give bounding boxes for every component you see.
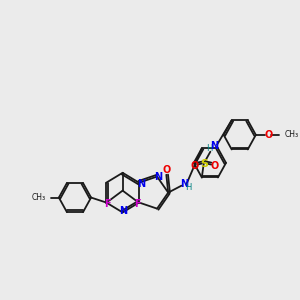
Text: N: N — [180, 179, 188, 189]
Text: H: H — [185, 183, 191, 192]
Text: F: F — [104, 200, 111, 209]
Text: O: O — [162, 165, 170, 175]
Text: S: S — [201, 159, 209, 169]
Text: CH₃: CH₃ — [284, 130, 298, 140]
Text: O: O — [264, 130, 272, 140]
Text: CH₃: CH₃ — [32, 193, 46, 202]
Text: O: O — [211, 160, 219, 171]
Text: N: N — [137, 179, 145, 189]
Text: H: H — [206, 144, 213, 153]
Text: N: N — [154, 172, 162, 182]
Text: N: N — [210, 141, 218, 151]
Text: O: O — [190, 160, 198, 171]
Text: F: F — [134, 200, 141, 209]
Text: N: N — [119, 206, 128, 216]
